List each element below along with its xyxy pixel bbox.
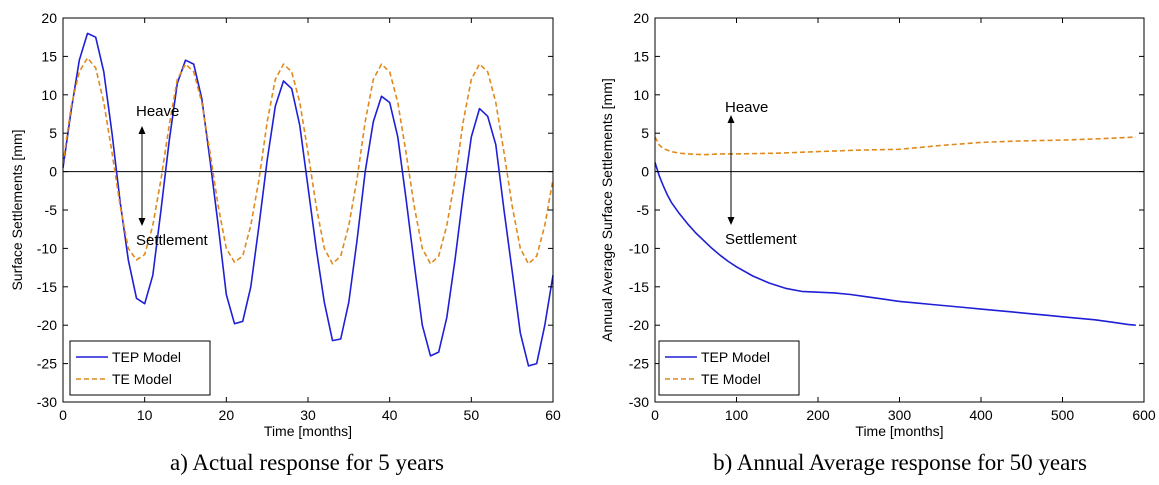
subplot-a-settlements: 0 10 20 30 40 50 60 -30 -25 -20 -15 -10 -5 0 5 10 15 20 Ti… <box>9 10 561 475</box>
x-tick-label: 10 <box>137 407 153 423</box>
heave-annotation: Heave <box>725 99 768 116</box>
x-tick-label: 600 <box>1132 407 1156 423</box>
series-line-te-model <box>654 136 1136 156</box>
x-axis-label: Time [months] <box>855 423 943 439</box>
x-tick-label: 30 <box>300 407 316 423</box>
series-line-te-model <box>62 57 554 265</box>
x-axis-label: Time [months] <box>264 423 352 439</box>
series-line-tep-model <box>654 162 1136 326</box>
arrow-up-icon <box>727 115 735 123</box>
y-tick-label: -5 <box>45 202 58 218</box>
y-tick-label: 10 <box>633 87 649 103</box>
y-tick-label: 15 <box>41 48 57 64</box>
x-tick-label: 60 <box>545 407 561 423</box>
x-tick-label: 40 <box>382 407 398 423</box>
arrow-up-icon <box>138 126 146 134</box>
x-tick-label: 0 <box>651 407 659 423</box>
y-tick-label: 20 <box>41 10 57 26</box>
y-tick-label: -30 <box>37 394 57 410</box>
y-tick-label: -25 <box>37 356 57 372</box>
arrow-down-icon <box>138 218 146 226</box>
y-axis-label: Annual Average Surface Settlements [mm] <box>599 78 615 342</box>
x-tick-label: 400 <box>969 407 993 423</box>
settlement-annotation: Settlement <box>725 231 798 248</box>
x-tick-label: 20 <box>219 407 235 423</box>
legend-entry-tep-model: TEP Model <box>112 349 181 365</box>
y-tick-label: -20 <box>629 317 649 333</box>
y-tick-label: -5 <box>637 202 650 218</box>
series-line-tep-model <box>62 32 554 367</box>
x-tick-label: 0 <box>59 407 67 423</box>
y-tick-label: 0 <box>641 164 649 180</box>
y-tick-label: 5 <box>641 125 649 141</box>
heave-annotation: Heave <box>136 103 179 120</box>
legend: TEP Model TE Model <box>69 340 211 396</box>
y-tick-label: 5 <box>49 125 57 141</box>
legend-entry-tep-model: TEP Model <box>701 349 770 365</box>
x-tick-label: 200 <box>806 407 830 423</box>
x-tick-label: 300 <box>888 407 912 423</box>
y-tick-label: -30 <box>629 394 649 410</box>
y-tick-label: 0 <box>49 164 57 180</box>
y-tick-label: -20 <box>37 317 57 333</box>
y-tick-label: -15 <box>629 279 649 295</box>
figure-caption: b) Annual Average response for 50 years <box>713 450 1087 475</box>
figure-caption: a) Actual response for 5 years <box>170 450 444 475</box>
legend-box <box>69 340 211 396</box>
x-tick-label: 50 <box>464 407 480 423</box>
settlement-annotation: Settlement <box>136 232 209 249</box>
y-tick-label: 10 <box>41 87 57 103</box>
subplot-b-annual-average: 0 100 200 300 400 500 600 -30 -25 -20 -15 -10 -5 0 5 10… <box>599 10 1156 475</box>
legend-entry-te-model: TE Model <box>112 371 172 387</box>
x-tick-label: 100 <box>725 407 749 423</box>
y-axis-label: Surface Settlements [mm] <box>9 129 25 290</box>
arrow-down-icon <box>727 217 735 225</box>
y-tick-label: 15 <box>633 48 649 64</box>
x-tick-label: 500 <box>1051 407 1075 423</box>
y-tick-label: -10 <box>629 240 649 256</box>
y-tick-label: 20 <box>633 10 649 26</box>
legend-entry-te-model: TE Model <box>701 371 761 387</box>
y-tick-label: -15 <box>37 279 57 295</box>
y-tick-label: -25 <box>629 356 649 372</box>
legend: TEP Model TE Model <box>658 340 800 396</box>
y-tick-label: -10 <box>37 240 57 256</box>
legend-box <box>658 340 800 396</box>
